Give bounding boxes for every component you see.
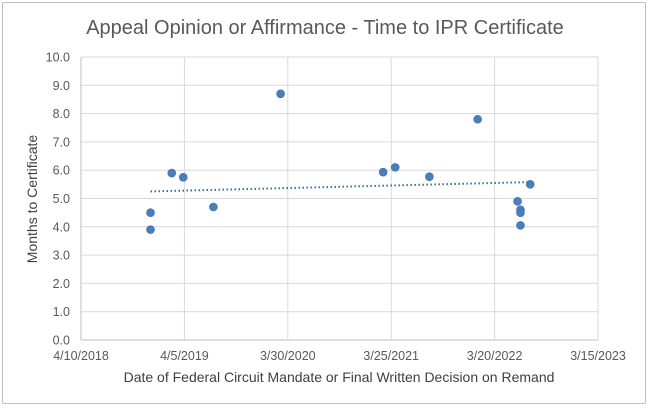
y-tick-label: 1.0: [53, 305, 70, 319]
x-tick-label: 4/5/2019: [160, 349, 209, 363]
data-point: [276, 89, 285, 99]
data-point: [167, 168, 177, 178]
y-tick-label: 0.0: [53, 334, 70, 348]
data-point: [146, 208, 155, 217]
data-point: [146, 225, 155, 234]
data-point: [390, 163, 400, 172]
trendline: [150, 181, 531, 193]
data-point: [513, 197, 522, 206]
data-points: [146, 89, 535, 234]
x-tick-label: 3/20/2022: [467, 349, 523, 363]
y-tick-label: 7.0: [53, 135, 70, 149]
grid: [80, 56, 599, 341]
y-axis-ticks: 0.0 1.0 2.0 3.0 4.0 5.0 6.0 7.0 8.0 9.0 10.0: [46, 51, 70, 348]
data-point: [378, 167, 388, 177]
x-tick-label: 3/30/2020: [260, 349, 316, 363]
data-point: [516, 208, 525, 217]
data-point: [473, 114, 482, 124]
chart-title: Appeal Opinion or Affirmance - Time to I…: [86, 17, 564, 39]
data-point: [516, 221, 525, 230]
y-tick-label: 8.0: [53, 107, 70, 121]
x-tick-label: 3/15/2023: [570, 349, 626, 363]
y-tick-label: 10.0: [46, 51, 70, 65]
data-point: [178, 172, 188, 182]
y-axis-title: Months to Certificate: [24, 135, 40, 264]
trendline-layer: [150, 181, 531, 193]
x-tick-label: 3/25/2021: [363, 349, 419, 363]
y-tick-label: 9.0: [53, 79, 70, 93]
y-tick-label: 4.0: [53, 220, 70, 234]
y-tick-label: 3.0: [53, 249, 70, 263]
x-axis-title: Date of Federal Circuit Mandate or Final…: [124, 369, 555, 385]
y-tick-label: 6.0: [53, 164, 70, 178]
y-tick-label: 5.0: [53, 192, 70, 206]
data-point: [425, 172, 434, 182]
data-point: [209, 202, 218, 212]
data-point: [525, 180, 535, 189]
x-axis-ticks: 4/10/2018 4/5/2019 3/30/2020 3/25/2021 3/20/…: [53, 349, 626, 363]
chart-frame: [2, 2, 646, 404]
x-tick-label: 4/10/2018: [53, 349, 109, 363]
y-tick-label: 2.0: [53, 277, 70, 291]
